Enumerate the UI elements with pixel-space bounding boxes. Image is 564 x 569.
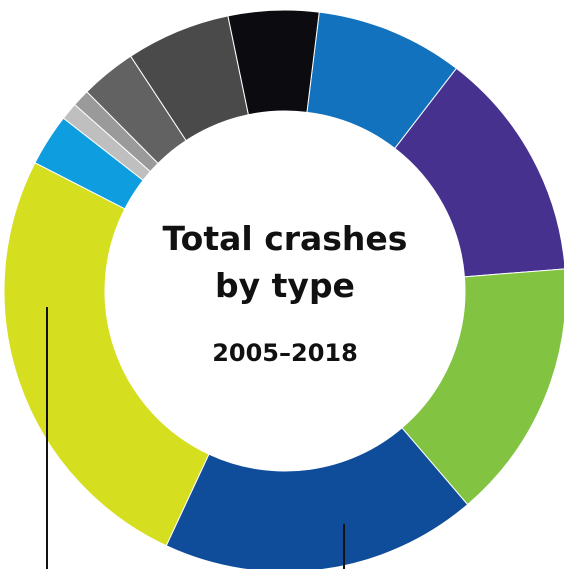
donut-slice-5 (3, 162, 210, 547)
donut-slice-4 (165, 427, 469, 569)
leader-lines (46, 307, 345, 569)
center-title-line-1: Total crashes (163, 219, 408, 258)
center-title-line-2: by type (215, 266, 355, 305)
donut-slices (3, 9, 564, 569)
donut-slice-11 (227, 9, 320, 116)
donut-slice-2 (394, 67, 564, 278)
center-subtitle: 2005–2018 (212, 339, 358, 367)
